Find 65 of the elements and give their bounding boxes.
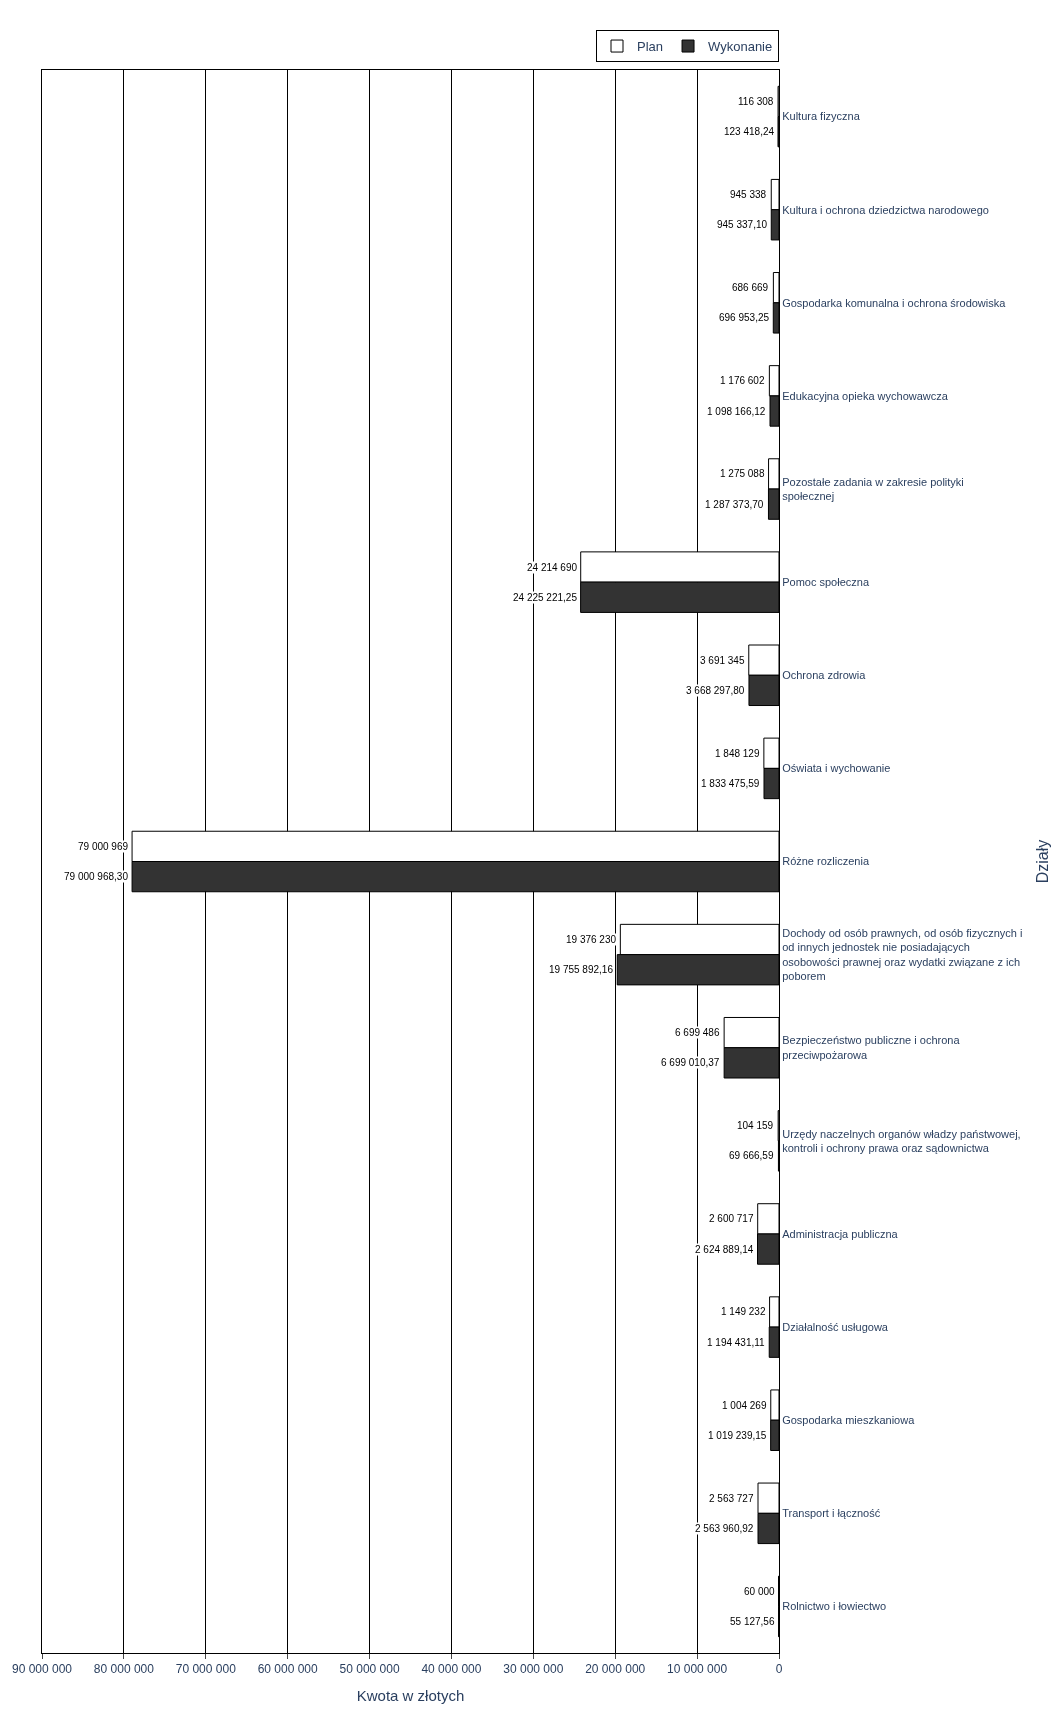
data-label: 3 691 345 xyxy=(700,655,745,666)
data-label: 79 000 968,30 xyxy=(64,871,129,882)
data-label: 60 000 xyxy=(744,1586,776,1597)
data-label: 1 194 431,11 xyxy=(707,1337,766,1348)
data-label: 945 338 xyxy=(730,189,767,200)
data-label: 2 563 960,92 xyxy=(695,1523,754,1534)
y-tick-label: Działalność usługowa xyxy=(782,1320,889,1333)
y-tick-label: Bezpieczeństwo publiczne i ochrona przeciwpożarowa xyxy=(782,1034,961,1061)
x-tick-label: 10 000 000 xyxy=(667,1662,728,1677)
data-label: 104 159 xyxy=(737,1120,774,1131)
data-label: 2 600 717 xyxy=(709,1213,754,1224)
y-tick-label: Gospodarka mieszkaniowa xyxy=(782,1414,916,1427)
data-label: 24 214 690 xyxy=(527,562,578,573)
x-tick-label: 80 000 000 xyxy=(93,1662,155,1677)
data-label: 1 176 602 xyxy=(720,375,765,386)
y-tick-label: Ochrona zdrowia xyxy=(782,669,867,682)
data-label: 1 275 088 xyxy=(720,468,765,479)
x-tick-label: 20 000 000 xyxy=(585,1662,646,1677)
data-label: 19 376 230 xyxy=(566,934,617,945)
data-label: 945 337,10 xyxy=(717,219,768,230)
data-label: 116 308 xyxy=(738,96,774,107)
x-tick-label: 70 000 000 xyxy=(175,1662,237,1677)
y-tick-label: Edukacyjna opieka wychowawcza xyxy=(782,389,949,402)
y-axis-title: Działy xyxy=(1034,839,1052,884)
data-label: 696 953,25 xyxy=(719,312,770,323)
y-tick-label: Pozostałe zadania w zakresie polityki społecznej xyxy=(782,475,964,503)
legend-label: Wykonanie xyxy=(708,39,773,55)
data-label: 1 149 232 xyxy=(721,1306,766,1317)
x-tick-label: 50 000 000 xyxy=(339,1662,400,1677)
y-tick-label: Kultura fizyczna xyxy=(782,110,861,123)
y-tick-label: Pomoc społeczna xyxy=(782,576,870,588)
data-label: 79 000 969 xyxy=(78,841,129,852)
y-tick-label: Kultura i ochrona dziedzictwa narodowego xyxy=(782,203,989,216)
y-tick-label: Urzędy naczelnych organów władzy państwowej, kontroli i ochrony prawa oraz sądownictwa xyxy=(782,1127,1021,1154)
data-label: 1 004 269 xyxy=(722,1400,767,1411)
x-tick-label: 30 000 000 xyxy=(503,1662,564,1677)
y-tick-label: Administracja publiczna xyxy=(782,1227,899,1240)
data-label: 6 699 486 xyxy=(675,1027,720,1038)
legend-label: Plan xyxy=(637,39,664,55)
data-label: 55 127,56 xyxy=(730,1616,775,1627)
data-label: 1 287 373,70 xyxy=(705,499,764,510)
data-label: 1 848 129 xyxy=(715,748,760,759)
data-label: 1 098 166,12 xyxy=(707,406,766,417)
data-label: 6 699 010,37 xyxy=(661,1057,720,1068)
data-label: 3 668 297,80 xyxy=(686,685,745,696)
y-tick-label: Dochody od osób prawnych, od osób fizycznych i od innych jednostek nie posiadających osobowości prawnej oraz wydatki związane z ich poborem xyxy=(782,927,1023,982)
data-label: 1 019 239,15 xyxy=(708,1430,767,1441)
x-tick-label: 60 000 000 xyxy=(257,1662,319,1677)
y-tick-label: Transport i łączność xyxy=(782,1507,881,1520)
data-label: 2 563 727 xyxy=(709,1493,754,1504)
data-label: 24 225 221,25 xyxy=(513,592,578,603)
data-label: 2 624 889,14 xyxy=(695,1244,754,1255)
data-label: 1 833 475,59 xyxy=(701,778,760,789)
x-tick-label: 40 000 000 xyxy=(421,1662,482,1677)
y-tick-label: Rolnictwo i łowiectwo xyxy=(782,1600,887,1613)
y-tick-label: Gospodarka komunalna i ochrona środowiska xyxy=(782,296,1007,309)
x-axis-title: Kwota w złotych xyxy=(356,1687,465,1705)
x-tick-label: 0 xyxy=(775,1662,783,1677)
data-label: 686 669 xyxy=(732,282,769,293)
x-tick-label: 90 000 000 xyxy=(11,1662,73,1677)
y-tick-label: Oświata i wychowanie xyxy=(782,762,891,775)
y-tick-label: Różne rozliczenia xyxy=(782,855,870,868)
data-label: 123 418,24 xyxy=(724,126,775,137)
data-label: 69 666,59 xyxy=(729,1150,774,1161)
data-label: 19 755 892,16 xyxy=(549,964,614,975)
